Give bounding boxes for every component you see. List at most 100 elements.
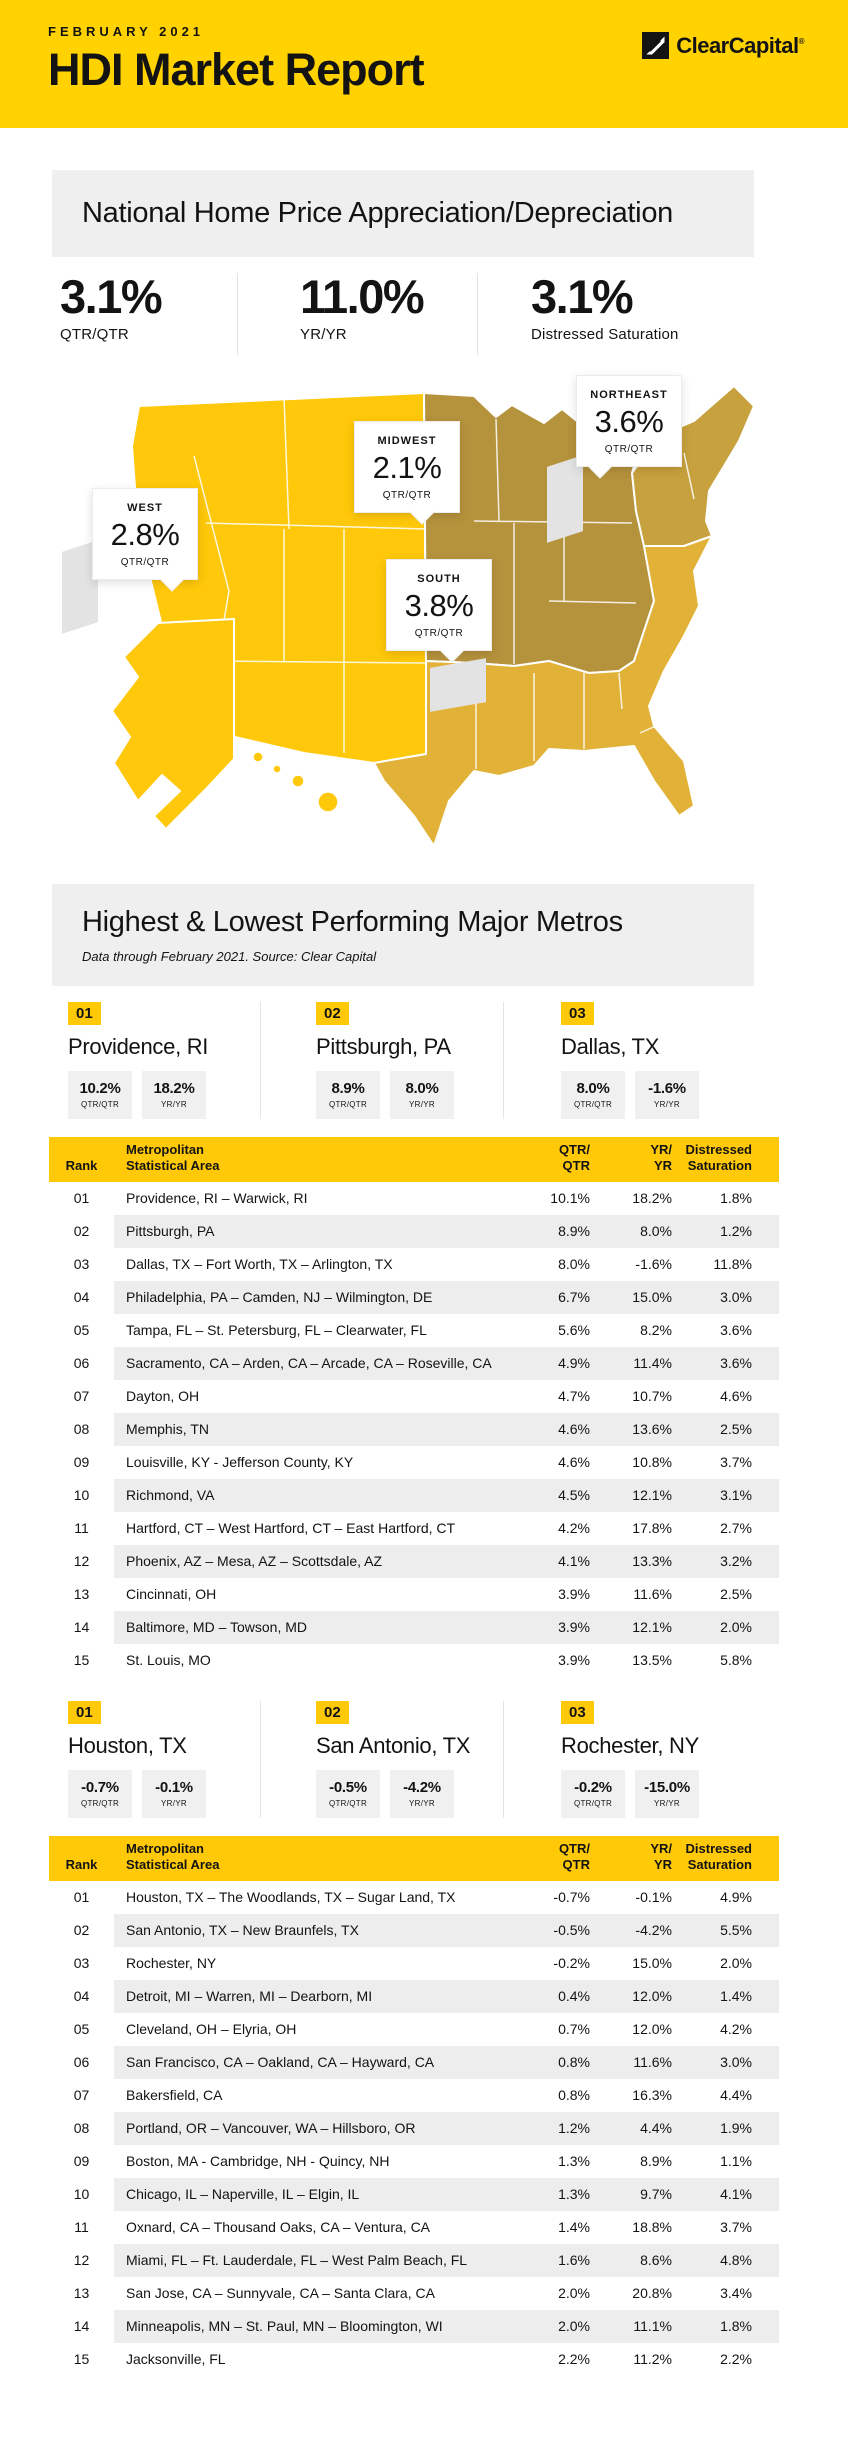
- national-section-title: National Home Price Appreciation/Depreci…: [82, 197, 673, 229]
- qtrqtr-cell: 4.2%: [558, 1520, 590, 1537]
- metro-card-stats: 10.2% QTR/QTR 18.2% YR/YR: [68, 1070, 260, 1119]
- yryr-cell: 17.8%: [632, 1520, 672, 1537]
- national-stat-qtr: 3.1% QTR/QTR: [60, 273, 237, 355]
- table-row: 14 Minneapolis, MN – St. Paul, MN – Bloom…: [49, 2309, 779, 2343]
- stat-label: QTR/QTR: [573, 1100, 613, 1110]
- metro-card-stats: -0.2% QTR/QTR -15.0% YR/YR: [561, 1769, 699, 1818]
- highest-metro-cards: 01 Providence, RI 10.2% QTR/QTR 18.2% YR…: [68, 1001, 848, 1119]
- msa-cell: St. Louis, MO: [126, 1652, 211, 1669]
- metro-card-stats: 8.9% QTR/QTR 8.0% YR/YR: [316, 1070, 503, 1119]
- rank-cell: 13: [73, 2285, 90, 2302]
- rank-cell: 14: [73, 2318, 90, 2335]
- brand-name: ClearCapital®: [676, 32, 805, 58]
- clearcapital-logo: ClearCapital®: [642, 32, 805, 59]
- distressed-cell: 3.6%: [720, 1322, 752, 1339]
- metros-section-bar: Highest & Lowest Performing Major Metros…: [52, 884, 754, 986]
- msa-cell: Tampa, FL – St. Petersburg, FL – Clearwa…: [126, 1322, 427, 1339]
- distressed-cell: 2.7%: [720, 1520, 752, 1537]
- msa-cell: Rochester, NY: [126, 1955, 217, 1972]
- metros-section-subtitle: Data through February 2021. Source: Clea…: [82, 948, 377, 964]
- rank-cell: 10: [73, 1487, 90, 1504]
- distressed-cell: 4.1%: [720, 2186, 752, 2203]
- state-border-lines: [193, 397, 695, 770]
- rank-cell: 05: [73, 1322, 90, 1339]
- rank-badge: 01: [68, 1700, 101, 1724]
- table-row: 14 Baltimore, MD – Towson, MD 3.9% 12.1% 2.0…: [49, 1610, 779, 1644]
- msa-cell: Jacksonville, FL: [126, 2351, 226, 2368]
- yryr-cell: 11.4%: [633, 1355, 672, 1372]
- table-row: 12 Phoenix, AZ – Mesa, AZ – Scottsdale, A…: [49, 1544, 779, 1578]
- metro-card: 02 San Antonio, TX -0.5% QTR/QTR -4.2% Y…: [260, 1700, 503, 1818]
- stat-label: YR/YR: [409, 1100, 435, 1110]
- yryr-header: YR/YR: [650, 1841, 672, 1873]
- rank-cell: 07: [73, 2087, 90, 2104]
- national-stat-distressed: 3.1% Distressed Saturation: [477, 273, 679, 356]
- qtrqtr-cell: 0.8%: [558, 2087, 590, 2104]
- msa-cell: Providence, RI – Warwick, RI: [126, 1190, 308, 1207]
- northeast-region-callout: NORTHEAST 3.6% QTR/QTR: [576, 375, 682, 480]
- distressed-cell: 3.7%: [720, 1454, 752, 1471]
- qtrqtr-cell: 4.1%: [558, 1553, 590, 1570]
- qtrqtr-cell: 5.6%: [558, 1322, 590, 1339]
- distressed-cell: 3.6%: [720, 1355, 752, 1372]
- msa-cell: Dallas, TX – Fort Worth, TX – Arlington,…: [126, 1256, 393, 1273]
- registered-mark: ®: [798, 36, 805, 46]
- rank-cell: 12: [73, 2252, 90, 2269]
- table-row: 07 Dayton, OH 4.7% 10.7% 4.6%: [49, 1380, 779, 1413]
- msa-cell: San Jose, CA – Sunnyvale, CA – Santa Cla…: [126, 2285, 435, 2302]
- rank-cell: 02: [73, 1922, 90, 1939]
- distressed-cell: 1.9%: [720, 2120, 752, 2137]
- national-section-bar: National Home Price Appreciation/Depreci…: [52, 170, 754, 258]
- rank-cell: 06: [73, 2054, 90, 2071]
- yryr-cell: 20.8%: [632, 2285, 672, 2302]
- rank-cell: 01: [73, 1889, 90, 1906]
- metro-city: Houston, TX: [68, 1732, 187, 1758]
- stat-label: YR/YR: [300, 326, 347, 344]
- table-row: 06 San Francisco, CA – Oakland, CA – Hayw…: [49, 2045, 779, 2079]
- stat-label: YR/YR: [161, 1799, 187, 1809]
- metro-card-stats: -0.7% QTR/QTR -0.1% YR/YR: [68, 1769, 260, 1818]
- south-region-callout: SOUTH 3.8% QTR/QTR: [386, 559, 492, 664]
- qtr-stat-box: -0.7% QTR/QTR: [68, 1769, 132, 1818]
- qtr-stat-box: 8.0% QTR/QTR: [561, 1070, 625, 1119]
- clearcapital-road-icon: [642, 32, 670, 59]
- qtrqtr-cell: 1.3%: [558, 2186, 590, 2203]
- distressed-cell: 5.5%: [720, 1922, 752, 1939]
- stat-label: QTR/QTR: [80, 1100, 120, 1110]
- region-name: MIDWEST: [377, 435, 437, 448]
- msa-cell: Minneapolis, MN – St. Paul, MN – Bloomin…: [126, 2318, 443, 2335]
- stat-value: 8.0%: [576, 1080, 610, 1098]
- qtrqtr-cell: 3.9%: [558, 1586, 590, 1603]
- yryr-cell: 15.0%: [632, 1289, 672, 1306]
- region-metric-label: QTR/QTR: [382, 490, 432, 502]
- table-row: 13 San Jose, CA – Sunnyvale, CA – Santa C…: [49, 2277, 779, 2310]
- yryr-cell: -0.1%: [635, 1889, 672, 1906]
- distressed-cell: 2.2%: [720, 2351, 752, 2368]
- table-row: 15 St. Louis, MO 3.9% 13.5% 5.8%: [49, 1644, 779, 1677]
- rank-cell: 11: [74, 1520, 89, 1537]
- distressed-header: Distressed Saturation: [685, 1142, 752, 1174]
- rank-header: Rank: [65, 1158, 98, 1174]
- yryr-cell: 11.6%: [633, 2054, 672, 2071]
- msa-cell: Cleveland, OH – Elyria, OH: [126, 2021, 297, 2038]
- stat-label: QTR/QTR: [60, 326, 129, 344]
- stat-label: QTR/QTR: [328, 1799, 368, 1809]
- metro-card: 01 Houston, TX -0.7% QTR/QTR -0.1% YR/YR: [68, 1700, 260, 1818]
- distressed-cell: 1.8%: [720, 1190, 752, 1207]
- qtr-stat-box: -0.2% QTR/QTR: [561, 1769, 625, 1818]
- yryr-cell: 8.0%: [640, 1223, 672, 1240]
- msa-cell: Detroit, MI – Warren, MI – Dearborn, MI: [126, 1988, 373, 2005]
- qtr-stat-box: 10.2% QTR/QTR: [68, 1070, 132, 1119]
- stat-label: YR/YR: [654, 1799, 680, 1809]
- table-row: 03 Dallas, TX – Fort Worth, TX – Arlingto…: [49, 1248, 779, 1281]
- rank-cell: 04: [73, 1289, 90, 1306]
- rank-cell: 07: [73, 1388, 90, 1405]
- msa-cell: Miami, FL – Ft. Lauderdale, FL – West Pa…: [126, 2252, 468, 2269]
- qtrqtr-cell: 8.0%: [558, 1256, 590, 1273]
- rank-cell: 08: [73, 1421, 90, 1438]
- qtrqtr-header: QTR/QTR: [558, 1841, 590, 1873]
- rank-badge: 02: [316, 1001, 349, 1025]
- table-row: 15 Jacksonville, FL 2.2% 11.2% 2.2%: [49, 2343, 779, 2376]
- qtrqtr-header: QTR/QTR: [558, 1142, 590, 1174]
- stat-label: QTR/QTR: [328, 1100, 368, 1110]
